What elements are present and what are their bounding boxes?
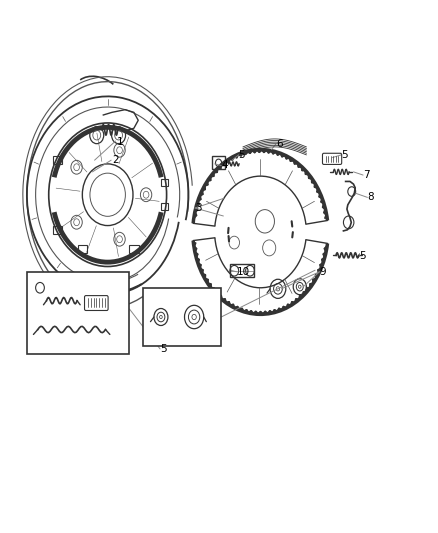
Text: 6: 6 [276, 139, 283, 149]
Bar [27, 272, 130, 354]
Text: 9: 9 [319, 267, 326, 277]
Text: 8: 8 [367, 192, 374, 203]
Bar [53, 156, 63, 164]
Bar [129, 245, 138, 253]
Text: 10: 10 [237, 267, 250, 277]
Bar [78, 245, 87, 253]
Bar [161, 204, 169, 211]
Text: 4: 4 [221, 160, 228, 171]
Text: 3: 3 [195, 203, 201, 213]
Bar [143, 288, 221, 346]
Text: 1: 1 [117, 136, 123, 147]
Text: 7: 7 [363, 170, 370, 180]
Bar [230, 264, 254, 277]
Text: 5: 5 [341, 150, 348, 160]
Bar [53, 226, 63, 234]
Text: 2: 2 [112, 155, 119, 165]
Bar [161, 179, 169, 186]
Bar [212, 156, 225, 169]
Text: 5: 5 [359, 251, 365, 261]
Text: 5: 5 [160, 344, 167, 354]
Text: 5: 5 [239, 150, 245, 160]
